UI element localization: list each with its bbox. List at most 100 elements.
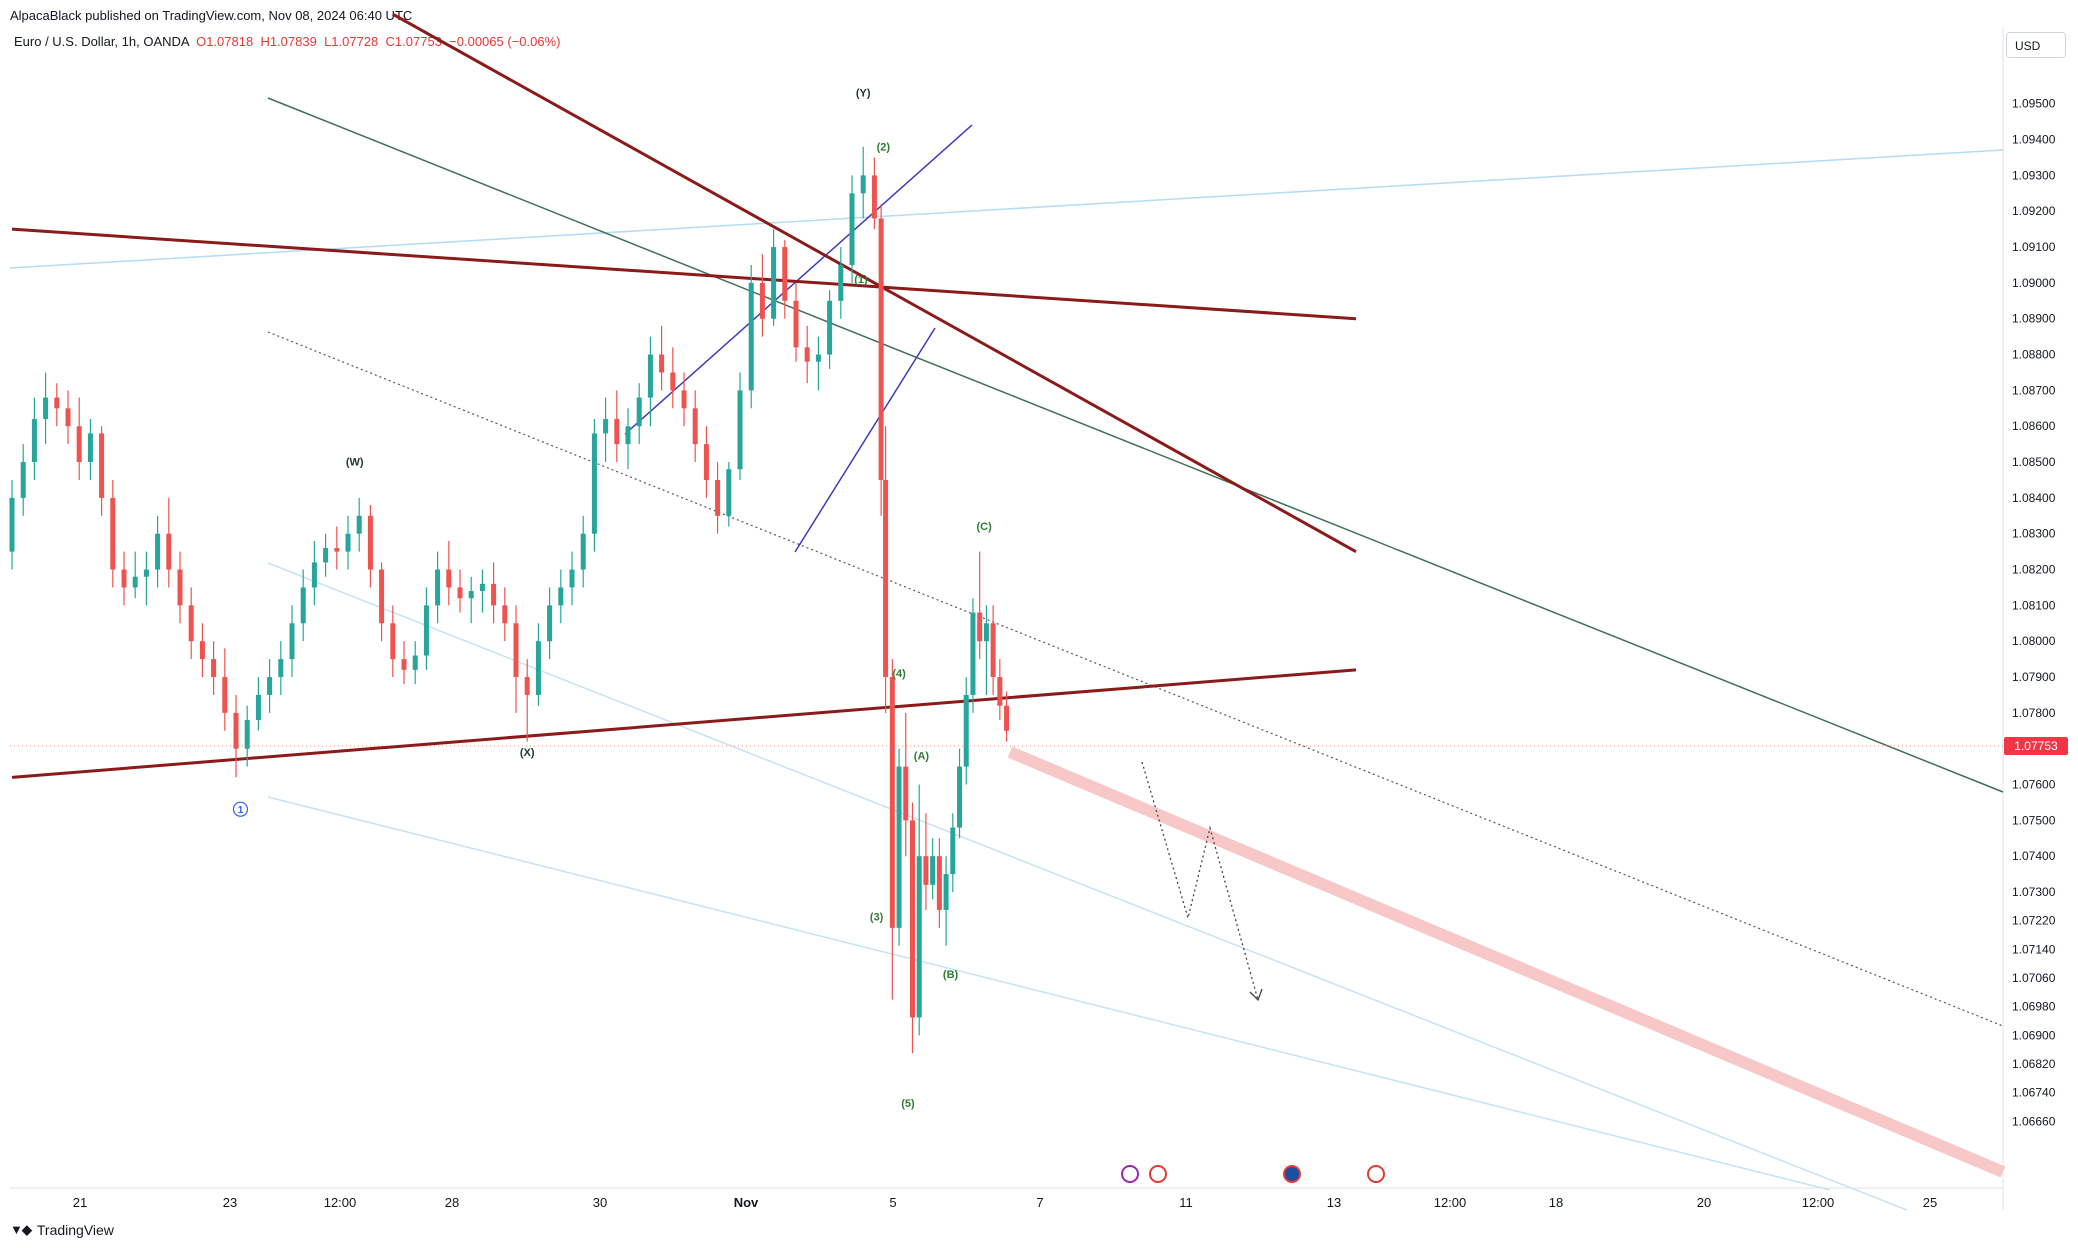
time-tick-label: 5 xyxy=(889,1195,896,1210)
price-tick-label: 1.08100 xyxy=(2012,598,2056,612)
time-tick-label: 18 xyxy=(1549,1195,1563,1210)
candle xyxy=(670,347,676,409)
candle xyxy=(289,605,295,678)
candle xyxy=(513,605,519,713)
candle xyxy=(977,551,983,660)
candle xyxy=(726,462,732,527)
light-channel-mid[interactable] xyxy=(267,562,2003,1210)
price-tick-label: 1.07140 xyxy=(2012,942,2056,956)
candle xyxy=(222,648,228,731)
wedge-upper[interactable] xyxy=(624,124,973,435)
wave-label: (1) xyxy=(854,274,868,286)
candle xyxy=(916,784,922,1036)
candle xyxy=(20,444,26,516)
ohlc-legend: Euro / U.S. Dollar, 1h, OANDA O1.07818 H… xyxy=(14,34,560,49)
candle xyxy=(155,515,161,588)
price-tick-label: 1.07600 xyxy=(2012,778,2056,792)
candle xyxy=(9,479,15,570)
candle xyxy=(970,598,976,713)
currency-button[interactable]: USD xyxy=(2006,32,2066,58)
candle xyxy=(871,157,877,230)
candle xyxy=(278,641,284,695)
green-channel-dotted[interactable] xyxy=(267,331,2004,1027)
open-value: O1.07818 xyxy=(196,34,254,49)
price-tick-label: 1.09500 xyxy=(2012,97,2056,111)
candle xyxy=(923,813,929,910)
candles-layer xyxy=(9,146,1010,1054)
time-tick-label: 30 xyxy=(593,1195,607,1210)
wave-label: (X) xyxy=(520,747,535,759)
candle xyxy=(849,175,855,283)
wave-label: (3) xyxy=(870,912,884,924)
price-tick-label: 1.08400 xyxy=(2012,491,2056,505)
light-channel-upper[interactable] xyxy=(9,149,2004,269)
candle xyxy=(983,605,989,695)
price-tick-label: 1.07900 xyxy=(2012,670,2056,684)
price-axis[interactable]: 1.09500 1.09400 1.09300 1.09200 1.09100 1.090… xyxy=(2012,97,2056,1129)
dividend-event-icon[interactable] xyxy=(1121,1165,1139,1183)
candle xyxy=(267,659,273,713)
horizontal-resistance-line[interactable] xyxy=(11,227,1357,321)
price-tick-label: 1.06980 xyxy=(2012,1000,2056,1014)
candle xyxy=(43,372,49,445)
wedge-lower[interactable] xyxy=(794,327,936,553)
green-channel-upper[interactable] xyxy=(267,97,2004,793)
change-value: −0.00065 (−0.06%) xyxy=(449,34,561,49)
footer-brand[interactable]: ▼◆ TradingView xyxy=(10,1222,114,1238)
candle xyxy=(827,290,833,369)
candle xyxy=(889,659,895,1000)
candle xyxy=(759,254,765,337)
price-tick-label: 1.07060 xyxy=(2012,971,2056,985)
brand-text: TradingView xyxy=(36,1222,114,1238)
price-tick-label: 1.09100 xyxy=(2012,240,2056,254)
us-flag-event-icon[interactable] xyxy=(1149,1165,1167,1183)
candle xyxy=(936,838,942,928)
last-price-tag: 1.07753 xyxy=(2004,737,2068,755)
candle xyxy=(771,229,777,326)
time-tick-label: 23 xyxy=(223,1195,237,1210)
eu-event-icon[interactable] xyxy=(1283,1165,1301,1183)
candle xyxy=(748,264,754,409)
upper-resistance-line[interactable] xyxy=(392,12,1357,553)
time-axis[interactable]: 21 23 12:00 28 30 Nov 5 7 11 13 12:00 18 20 12:00 25 xyxy=(73,1195,1937,1210)
symbol-label[interactable]: Euro / U.S. Dollar, 1h, OANDA xyxy=(14,34,189,49)
candle xyxy=(692,390,698,463)
candle xyxy=(502,587,508,642)
candle xyxy=(950,813,956,893)
candle xyxy=(356,497,362,552)
candle xyxy=(547,587,553,660)
candle xyxy=(878,204,884,516)
us-flag-event-icon-2[interactable] xyxy=(1367,1165,1385,1183)
candle xyxy=(659,325,665,391)
close-value: C1.07753 xyxy=(385,34,442,49)
time-tick-label: Nov xyxy=(734,1195,759,1210)
candle xyxy=(804,325,810,384)
price-tick-label: 1.07800 xyxy=(2012,706,2056,720)
time-tick-label: 12:00 xyxy=(1434,1195,1467,1210)
candle xyxy=(401,641,407,685)
event-icons[interactable] xyxy=(1121,1165,1385,1183)
price-tick-label: 1.08200 xyxy=(2012,563,2056,577)
low-value: L1.07728 xyxy=(324,34,379,49)
price-tick-label: 1.08000 xyxy=(2012,634,2056,648)
light-channel-lower[interactable] xyxy=(267,796,1831,1191)
candle xyxy=(87,419,93,480)
candle xyxy=(479,569,485,613)
time-tick-label: 11 xyxy=(1179,1195,1193,1210)
chart-decorations xyxy=(9,28,2006,1210)
time-tick-label: 12:00 xyxy=(1802,1195,1835,1210)
candle xyxy=(625,408,631,470)
price-tick-label: 1.08500 xyxy=(2012,455,2056,469)
candle xyxy=(423,587,429,670)
time-tick-label: 7 xyxy=(1036,1195,1043,1210)
candle xyxy=(930,838,936,900)
candle xyxy=(468,576,474,624)
wave-label: (B) xyxy=(943,969,959,981)
price-chart[interactable]: (W) (X) (Y) (2) (1) (3) (4) (5) (A) (B) (C) 1 1.095… xyxy=(0,0,2078,1210)
candle xyxy=(535,623,541,706)
price-tick-label: 1.07220 xyxy=(2012,914,2056,928)
candle xyxy=(446,540,452,606)
candle xyxy=(211,641,217,695)
candle xyxy=(909,802,915,1054)
candle xyxy=(896,748,902,946)
